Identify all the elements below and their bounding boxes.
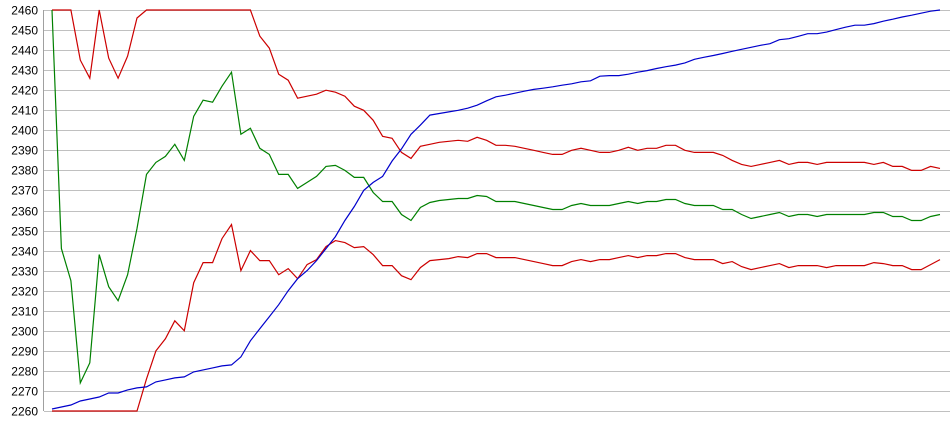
y-tick-label: 2280 (11, 365, 38, 379)
series-line-2 (52, 222, 941, 412)
y-tick-label: 2290 (11, 345, 38, 359)
y-tick-label: 2330 (11, 265, 38, 279)
series-line-3 (51, 9, 941, 410)
y-tick-label: 2440 (11, 44, 38, 58)
y-tick-label: 2340 (11, 245, 38, 259)
y-tick-label: 2430 (11, 64, 38, 78)
series-lines (51, 9, 941, 412)
y-tick-label: 2360 (11, 205, 38, 219)
y-tick-label: 2420 (11, 84, 38, 98)
y-tick-label: 2270 (11, 385, 38, 399)
y-tick-label: 2410 (11, 104, 38, 118)
y-tick-label: 2460 (11, 4, 38, 18)
y-tick-label: 2370 (11, 184, 38, 198)
grid-lines (44, 10, 950, 412)
y-tick-label: 2380 (11, 164, 38, 178)
y-tick-label: 2350 (11, 225, 38, 239)
y-tick-label: 2320 (11, 285, 38, 299)
y-tick-label: 2310 (11, 305, 38, 319)
y-axis-ticks: 2260 2270 2280 2290 2300 2310 2320 2330 2340 2350… (11, 4, 38, 419)
series-line-0 (52, 9, 941, 171)
y-tick-label: 2400 (11, 124, 38, 138)
series-line-1 (51, 9, 941, 386)
y-tick-label: 2390 (11, 144, 38, 158)
y-tick-label: 2300 (11, 325, 38, 339)
y-tick-label: 2260 (11, 405, 38, 419)
y-tick-label: 2450 (11, 24, 38, 38)
